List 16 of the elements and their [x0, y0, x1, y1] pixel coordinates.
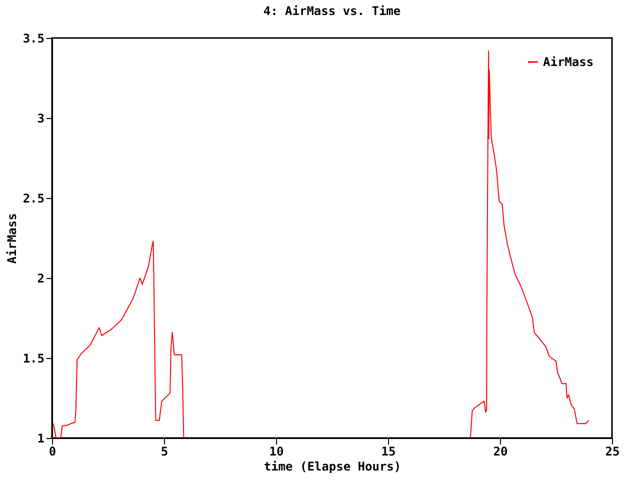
y-tick-label: 2: [37, 272, 44, 286]
legend-label: AirMass: [543, 55, 594, 69]
y-tick-label: 3.5: [22, 32, 44, 46]
x-tick-label: 20: [493, 444, 508, 458]
x-axis-title: time (Elapse Hours): [264, 460, 402, 474]
chart-title: 4: AirMass vs. Time: [263, 4, 401, 18]
y-tick-label: 1.5: [22, 352, 44, 366]
x-tick-label: 5: [160, 444, 168, 458]
x-tick-label: 15: [381, 444, 396, 458]
y-tick-label: 2.5: [22, 192, 44, 206]
y-axis-title: AirMass: [4, 213, 19, 264]
x-tick-label: 25: [605, 444, 620, 458]
x-tick-label: 0: [48, 444, 56, 458]
x-tick-label: 10: [269, 444, 284, 458]
y-tick-label: 3: [37, 112, 44, 126]
y-tick-label: 1: [37, 432, 44, 446]
